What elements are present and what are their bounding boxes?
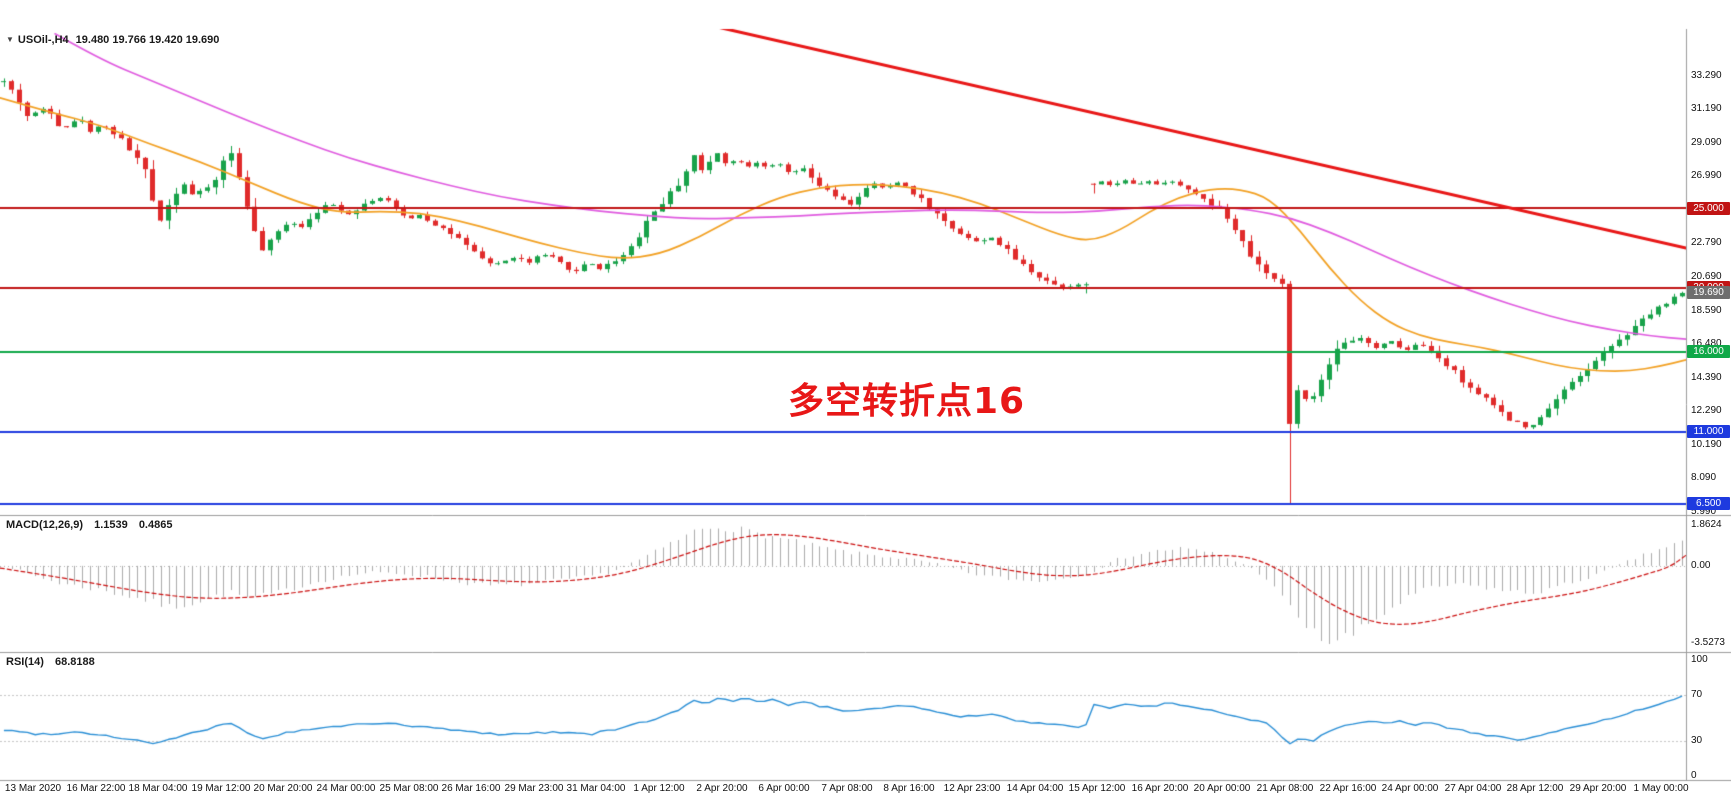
price-tick-label: 5.990 bbox=[1691, 506, 1717, 517]
price-tick-label: 10.190 bbox=[1691, 439, 1722, 450]
price-scale[interactable]: 33.290 31.190 29.090 26.990 22.790 20.690 18.5… bbox=[1687, 29, 1731, 781]
ohlc-values: 19.480 19.766 19.420 19.690 bbox=[75, 34, 220, 46]
rsi-scale-label: 0 bbox=[1691, 770, 1697, 781]
rsi-indicator-label: RSI(14) 68.8188 bbox=[6, 656, 95, 668]
time-label: 29 Mar 23:00 bbox=[504, 783, 564, 794]
rsi-value: 68.8188 bbox=[54, 656, 95, 668]
time-label: 31 Mar 04:00 bbox=[566, 783, 626, 794]
time-label: 15 Apr 12:00 bbox=[1068, 783, 1126, 794]
price-tick-label: 33.290 bbox=[1691, 70, 1722, 81]
time-label: 29 Apr 20:00 bbox=[1569, 783, 1627, 794]
macd-scale-label: 0.00 bbox=[1691, 560, 1711, 571]
time-label: 19 Mar 12:00 bbox=[191, 783, 251, 794]
price-badge-19.690: 19.690 bbox=[1687, 286, 1730, 299]
price-tick-label: 22.790 bbox=[1691, 237, 1722, 248]
time-label: 22 Apr 16:00 bbox=[1319, 783, 1377, 794]
symbol-ohlc-label: ▼ USOil-,H4 19.480 19.766 19.420 19.690 bbox=[6, 34, 219, 46]
macd-signal-value: 0.4865 bbox=[138, 519, 173, 531]
time-label: 26 Mar 16:00 bbox=[441, 783, 501, 794]
rsi-scale-label: 30 bbox=[1691, 735, 1703, 746]
price-tick-label: 29.090 bbox=[1691, 137, 1722, 148]
price-tick-label: 26.990 bbox=[1691, 170, 1722, 181]
rsi-scale-label: 100 bbox=[1691, 654, 1708, 665]
price-badge-11.000: 11.000 bbox=[1687, 425, 1730, 438]
price-badge-16.000: 16.000 bbox=[1687, 345, 1730, 358]
price-tick-label: 16.480 bbox=[1691, 338, 1722, 349]
rsi-scale-label: 70 bbox=[1691, 689, 1703, 700]
time-label: 24 Mar 00:00 bbox=[316, 783, 376, 794]
symbol-title: USOil-,H4 bbox=[17, 34, 69, 46]
rsi-name: RSI(14) bbox=[6, 656, 44, 668]
price-tick-label: 20.690 bbox=[1691, 271, 1722, 282]
collapse-triangle-icon[interactable]: ▼ bbox=[6, 35, 14, 44]
macd-name: MACD(12,26,9) bbox=[6, 519, 84, 531]
annotation-text[interactable]: 多空转折点16 bbox=[788, 381, 1026, 422]
time-label: 13 Mar 2020 bbox=[4, 783, 62, 794]
price-badge-25.000: 25.000 bbox=[1687, 202, 1730, 215]
time-label: 2 Apr 20:00 bbox=[696, 783, 748, 794]
time-label: 27 Apr 04:00 bbox=[1444, 783, 1502, 794]
time-label: 18 Mar 04:00 bbox=[128, 783, 188, 794]
price-tick-label: 14.390 bbox=[1691, 372, 1722, 383]
macd-indicator-label: MACD(12,26,9) 1.1539 0.4865 bbox=[6, 519, 172, 531]
time-label: 16 Apr 20:00 bbox=[1131, 783, 1189, 794]
time-label: 20 Mar 20:00 bbox=[253, 783, 313, 794]
macd-scale-label: -3.5273 bbox=[1691, 637, 1725, 648]
time-label: 8 Apr 16:00 bbox=[883, 783, 935, 794]
time-label: 21 Apr 08:00 bbox=[1256, 783, 1314, 794]
time-label: 12 Apr 23:00 bbox=[943, 783, 1001, 794]
macd-main-value: 1.1539 bbox=[94, 519, 128, 531]
time-label: 6 Apr 00:00 bbox=[758, 783, 810, 794]
macd-scale-label: 1.8624 bbox=[1691, 519, 1722, 530]
time-label: 16 Mar 22:00 bbox=[66, 783, 126, 794]
price-tick-label: 18.590 bbox=[1691, 305, 1722, 316]
price-tick-label: 31.190 bbox=[1691, 103, 1722, 114]
time-axis[interactable]: 13 Mar 2020 16 Mar 22:00 18 Mar 04:00 19 Ma… bbox=[0, 781, 1731, 797]
price-badge-6.500: 6.500 bbox=[1687, 497, 1730, 510]
time-label: 14 Apr 04:00 bbox=[1006, 783, 1064, 794]
price-tick-label: 12.290 bbox=[1691, 405, 1722, 416]
time-label: 7 Apr 08:00 bbox=[821, 783, 873, 794]
time-label: 1 Apr 12:00 bbox=[633, 783, 685, 794]
time-label: 24 Apr 00:00 bbox=[1381, 783, 1439, 794]
time-label: 25 Mar 08:00 bbox=[379, 783, 439, 794]
time-label: 1 May 00:00 bbox=[1633, 783, 1689, 794]
time-label: 28 Apr 12:00 bbox=[1506, 783, 1564, 794]
time-label: 20 Apr 00:00 bbox=[1193, 783, 1251, 794]
price-tick-label: 8.090 bbox=[1691, 472, 1717, 483]
